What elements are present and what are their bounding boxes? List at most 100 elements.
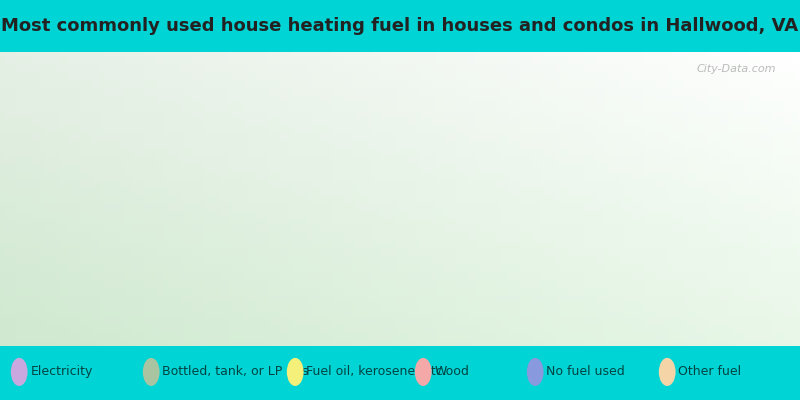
Bar	[640, 52, 644, 346]
Bar	[0, 180, 800, 181]
Bar	[464, 52, 468, 346]
Bar	[0, 321, 800, 322]
Bar	[716, 52, 720, 346]
Bar	[0, 287, 800, 289]
Bar	[0, 202, 800, 204]
Bar	[340, 52, 344, 346]
Bar	[0, 122, 800, 124]
Bar	[0, 209, 800, 211]
Bar	[760, 52, 764, 346]
Bar	[0, 215, 800, 217]
Bar	[748, 52, 752, 346]
Bar	[356, 52, 360, 346]
Bar	[372, 52, 376, 346]
Bar	[0, 280, 800, 281]
Bar	[224, 52, 228, 346]
Bar	[0, 298, 800, 299]
Bar	[268, 52, 272, 346]
Bar	[324, 52, 328, 346]
Bar	[0, 246, 800, 248]
Bar	[732, 52, 736, 346]
Bar	[0, 230, 800, 231]
Bar	[0, 161, 800, 162]
Bar	[0, 334, 800, 336]
Bar	[0, 268, 800, 270]
Bar	[0, 168, 800, 170]
Bar	[0, 159, 800, 161]
Bar	[244, 52, 248, 346]
Bar	[528, 52, 532, 346]
Bar	[0, 81, 800, 83]
Bar	[0, 303, 800, 305]
Bar	[0, 83, 800, 84]
Bar	[0, 109, 800, 111]
Bar	[0, 240, 800, 242]
Bar	[240, 52, 244, 346]
Bar	[0, 228, 800, 230]
Bar	[552, 52, 556, 346]
Bar	[496, 52, 500, 346]
Bar	[448, 52, 452, 346]
Bar	[0, 183, 800, 184]
Bar	[680, 52, 684, 346]
Bar	[276, 52, 280, 346]
Bar	[796, 52, 800, 346]
Bar	[0, 106, 800, 108]
Bar	[36, 52, 40, 346]
Bar	[0, 250, 800, 252]
Bar	[0, 117, 800, 118]
Wedge shape	[562, 38, 641, 46]
Ellipse shape	[527, 358, 544, 386]
Bar	[336, 52, 340, 346]
Bar	[0, 172, 800, 174]
Bar	[0, 54, 800, 55]
Bar	[0, 293, 800, 294]
Bar	[0, 100, 800, 102]
Bar	[0, 128, 800, 130]
Bar	[0, 342, 800, 343]
Bar	[0, 68, 800, 70]
Bar	[0, 253, 800, 255]
Bar	[0, 309, 800, 311]
Text: Most commonly used house heating fuel in houses and condos in Hallwood, VA: Most commonly used house heating fuel in…	[2, 17, 798, 35]
Bar	[688, 52, 692, 346]
Bar	[424, 52, 428, 346]
Bar	[644, 52, 648, 346]
Bar	[0, 64, 800, 65]
Bar	[8, 52, 12, 346]
Bar	[0, 333, 800, 334]
Bar	[384, 52, 388, 346]
Bar	[0, 118, 800, 120]
Bar	[0, 220, 800, 221]
Bar	[32, 52, 36, 346]
Bar	[684, 52, 688, 346]
Bar	[272, 52, 276, 346]
Bar	[0, 233, 800, 234]
Bar	[256, 52, 260, 346]
Bar	[756, 52, 760, 346]
Bar	[0, 256, 800, 258]
Bar	[0, 67, 800, 68]
Bar	[484, 52, 488, 346]
Bar	[704, 52, 708, 346]
Bar	[88, 52, 92, 346]
Bar	[320, 52, 324, 346]
Bar	[672, 52, 676, 346]
Bar	[136, 52, 140, 346]
Bar	[0, 62, 800, 64]
Bar	[116, 52, 120, 346]
Bar	[596, 52, 600, 346]
Bar	[364, 52, 368, 346]
Bar	[404, 52, 408, 346]
Bar	[232, 52, 236, 346]
Bar	[0, 65, 800, 67]
Bar	[0, 181, 800, 183]
Bar	[176, 52, 180, 346]
Bar	[0, 76, 800, 77]
Bar	[20, 52, 24, 346]
Bar	[516, 52, 520, 346]
Bar	[620, 52, 624, 346]
Bar	[476, 52, 480, 346]
Bar	[332, 52, 336, 346]
Text: Wood: Wood	[434, 366, 470, 378]
